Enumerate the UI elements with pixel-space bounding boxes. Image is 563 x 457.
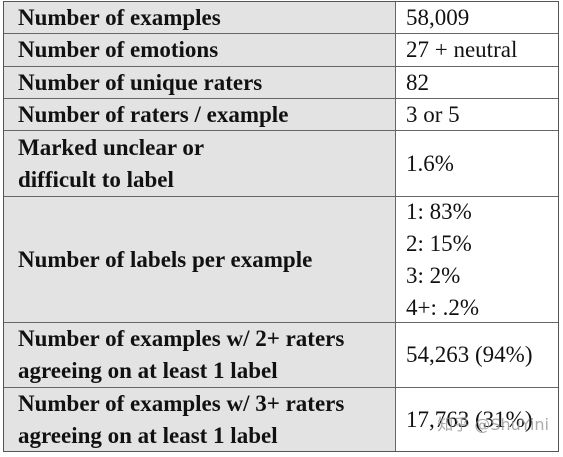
- cell-text: 2: 15%: [406, 230, 472, 256]
- value-cell: 58,009: [396, 2, 558, 34]
- cell-text: Number of raters / example: [18, 101, 289, 127]
- row-label-cell: Number of examples w/ 2+ raters agreeing …: [4, 323, 396, 388]
- row-label-cell: Number of raters / example: [4, 99, 396, 131]
- cell-text: 1: 83%: [406, 198, 472, 224]
- cell-text: Number of labels per example: [18, 246, 313, 272]
- cell-text: 3 or 5: [406, 101, 460, 127]
- value-cell: 3 or 5: [396, 99, 558, 131]
- cell-text: Number of emotions: [18, 37, 219, 62]
- row-label-cell: Number of labels per example: [4, 197, 396, 323]
- row-label-cell: Number of examples w/ 3+ raters agreeing …: [4, 388, 396, 452]
- cell-text: Number of examples w/ 3+ raters: [18, 391, 345, 416]
- cell-text: 54,263 (94%): [406, 342, 533, 367]
- cell-text: 17,763 (31%): [406, 407, 533, 432]
- cell-text: Marked unclear or: [18, 134, 205, 160]
- row-label-cell: Number of examples: [4, 2, 396, 34]
- cell-text: 3: 2%: [406, 262, 461, 288]
- cell-text: difficult to label: [18, 166, 174, 192]
- value-cell: 17,763 (31%): [396, 388, 558, 452]
- value-cell: 82: [396, 67, 558, 99]
- cell-text: 58,009: [406, 4, 470, 30]
- cell-text: agreeing on at least 1 label: [18, 423, 278, 448]
- value-cell: 1.6%: [396, 131, 558, 197]
- row-label-cell: Marked unclear or difficult to label: [4, 131, 396, 197]
- watermark: 知乎 @ShuYini: [437, 415, 549, 434]
- cell-text: Number of unique raters: [18, 69, 263, 95]
- cell-text: 27 + neutral: [406, 37, 518, 62]
- cell-text: 82: [406, 69, 429, 95]
- cell-text: 4+: .2%: [406, 294, 480, 320]
- cell-text: Number of examples: [18, 4, 221, 30]
- cell-text: agreeing on at least 1 label: [18, 358, 278, 383]
- value-cell: 27 + neutral: [396, 34, 558, 67]
- row-label-cell: Number of unique raters: [4, 67, 396, 99]
- cell-text: 1.6%: [406, 150, 454, 176]
- cell-text: Number of examples w/ 2+ raters: [18, 326, 345, 351]
- value-cell: 54,263 (94%): [396, 323, 558, 388]
- row-label-cell: Number of emotions: [4, 34, 396, 67]
- value-cell: 1: 83% 2: 15% 3: 2% 4+: .2%: [396, 197, 558, 323]
